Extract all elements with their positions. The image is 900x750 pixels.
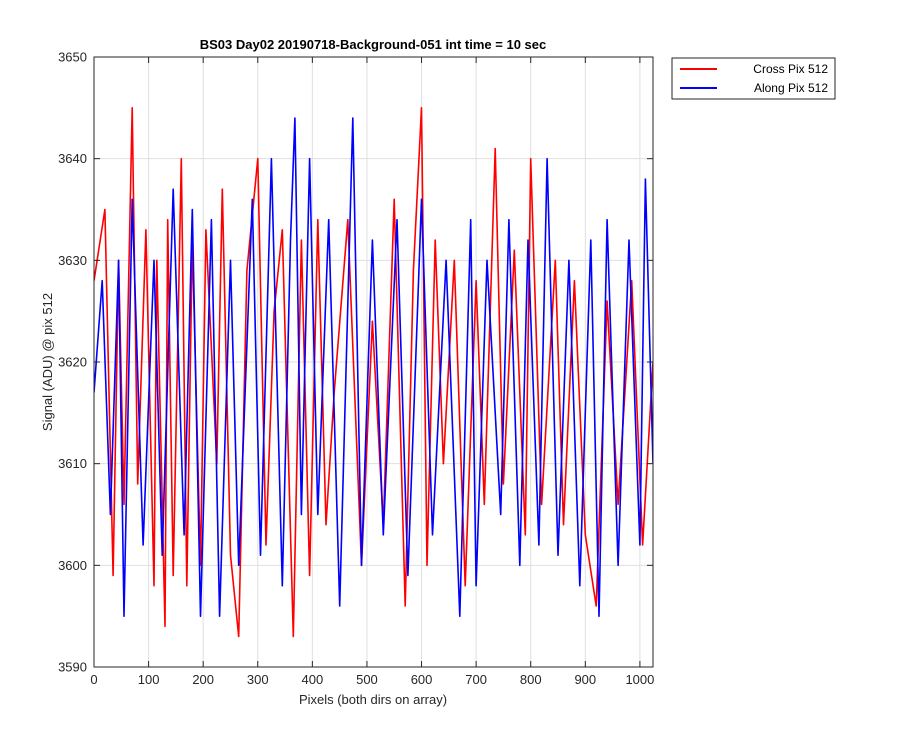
legend-label-cross: Cross Pix 512 — [753, 62, 828, 76]
legend: Cross Pix 512 Along Pix 512 — [671, 57, 836, 100]
legend-label-along: Along Pix 512 — [754, 81, 828, 95]
series-line-along — [94, 117, 653, 618]
y-tick-label: 3650 — [58, 50, 87, 65]
y-tick-label: 3640 — [58, 151, 87, 166]
x-axis-ticks: 0 100 200 300 400 500 600 700 800 900 1000 — [90, 57, 654, 687]
x-tick-label: 1000 — [625, 672, 654, 687]
y-tick-label: 3630 — [58, 253, 87, 268]
x-tick-label: 0 — [90, 672, 97, 687]
series-lines — [94, 107, 653, 638]
x-axis-label: Pixels (both dirs on array) — [299, 692, 447, 707]
y-axis-label: Signal (ADU) @ pix 512 — [40, 293, 55, 431]
x-tick-label: 800 — [520, 672, 542, 687]
x-tick-label: 400 — [302, 672, 324, 687]
x-tick-label: 900 — [574, 672, 596, 687]
y-axis-ticks: 3590 3600 3610 3620 3630 3640 3650 — [58, 50, 653, 675]
y-tick-label: 3590 — [58, 660, 87, 675]
x-tick-label: 700 — [465, 672, 487, 687]
x-tick-label: 500 — [356, 672, 378, 687]
chart-title: BS03 Day02 20190718-Background-051 int t… — [200, 37, 547, 52]
x-tick-label: 200 — [192, 672, 214, 687]
y-tick-label: 3620 — [58, 355, 87, 370]
y-tick-label: 3610 — [58, 456, 87, 471]
y-tick-label: 3600 — [58, 558, 87, 573]
x-tick-label: 100 — [138, 672, 160, 687]
series-line-cross — [94, 107, 653, 638]
x-tick-label: 300 — [247, 672, 269, 687]
x-tick-label: 600 — [411, 672, 433, 687]
legend-box — [671, 57, 836, 100]
